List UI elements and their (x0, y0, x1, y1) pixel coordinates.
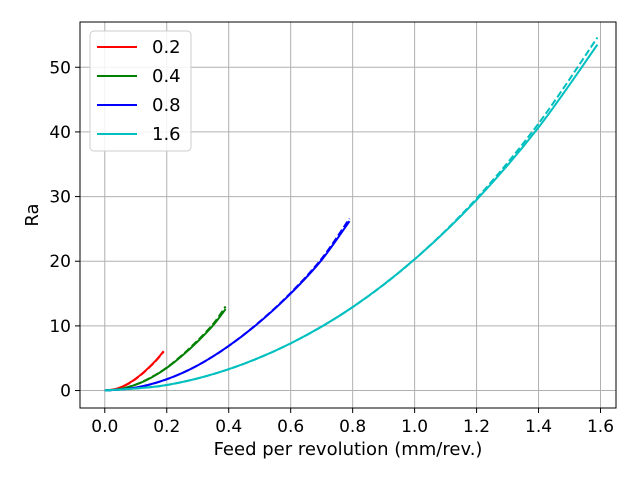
x-tick-label: 1.0 (401, 417, 428, 437)
x-tick-label: 0.4 (215, 417, 242, 437)
y-tick-label: 50 (49, 58, 71, 78)
x-tick-label: 0.8 (339, 417, 366, 437)
y-tick-label: 20 (49, 252, 71, 272)
series-0.8-dashed-line (104, 217, 351, 392)
legend: 0.2 0.4 0.8 1.6 (89, 30, 192, 152)
legend-label: 1.6 (152, 124, 181, 145)
grid (80, 22, 616, 408)
x-tick-label: 1.4 (525, 417, 552, 437)
x-tick-label: 0.2 (153, 417, 180, 437)
series-1.6-solid-line (104, 44, 599, 392)
x-axis-label: Feed per revolution (mm/rev.) (214, 439, 483, 460)
plot-frame (79, 21, 617, 409)
x-tick-label: 0.6 (277, 417, 304, 437)
legend-label: 0.2 (152, 37, 181, 58)
y-tick-label: 10 (49, 317, 71, 337)
series-0.4-solid-line (104, 308, 227, 392)
x-tick-label: 1.6 (587, 417, 614, 437)
y-axis-label: Ra (22, 203, 43, 226)
x-tick-label: 1.2 (463, 417, 490, 437)
y-tick-label: 30 (49, 188, 71, 208)
legend-label: 0.4 (152, 66, 181, 87)
series-0.4-dashed-line (104, 305, 227, 392)
legend-label: 0.8 (152, 95, 181, 116)
legend-box (89, 30, 192, 152)
series-layer (104, 36, 599, 392)
y-tick-label: 40 (49, 123, 71, 143)
y-tick-label: 0 (60, 382, 71, 402)
x-tick-label: 0.0 (91, 417, 118, 437)
series-0.8-solid-line (104, 220, 351, 392)
axis-ticks: 0.0 0.2 0.4 0.6 0.8 1.0 1.2 1.4 1.6 0 10 20 30 40 50 (49, 58, 614, 437)
